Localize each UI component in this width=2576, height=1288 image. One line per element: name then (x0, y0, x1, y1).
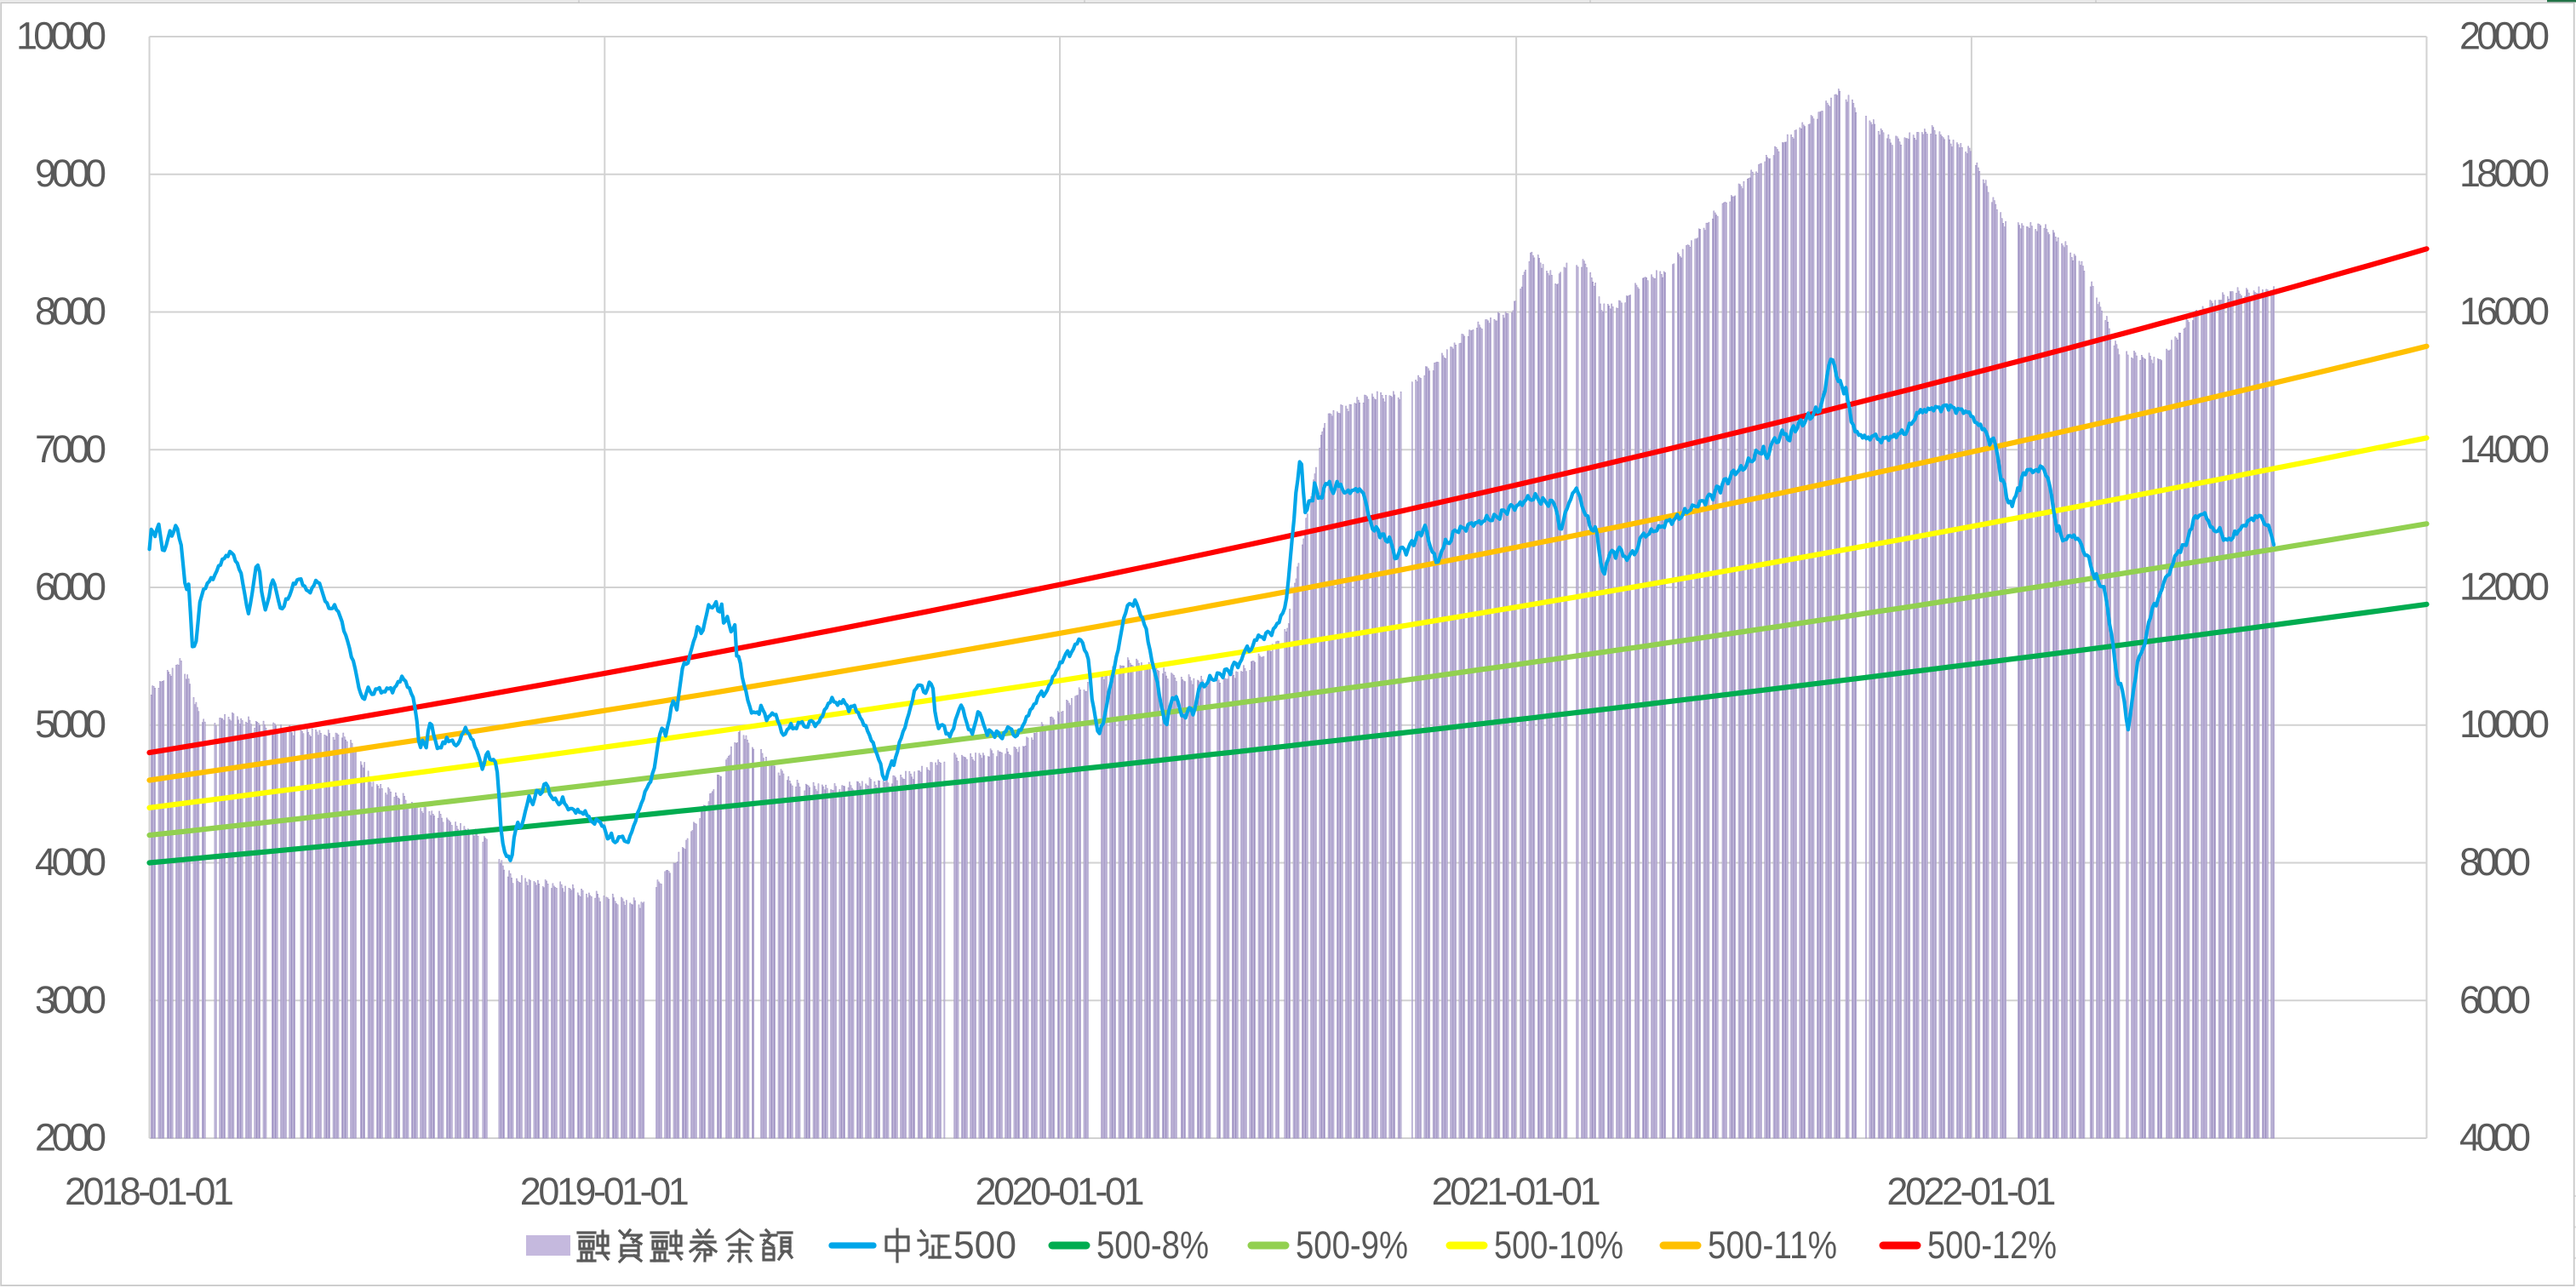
svg-text:2022-01-01: 2022-01-01 (1886, 1170, 2056, 1213)
svg-text:2000: 2000 (35, 1116, 106, 1159)
svg-text:10000: 10000 (16, 14, 106, 58)
svg-text:500-10%: 500-10% (1494, 1223, 1623, 1267)
svg-text:4000: 4000 (2459, 1116, 2531, 1159)
svg-text:9000: 9000 (35, 152, 106, 195)
svg-text:500-12%: 500-12% (1927, 1223, 2057, 1267)
svg-text:8000: 8000 (35, 289, 106, 333)
svg-text:2021-01-01: 2021-01-01 (1432, 1170, 1601, 1213)
svg-text:2020-01-01: 2020-01-01 (976, 1170, 1145, 1213)
svg-text:500-8%: 500-8% (1096, 1223, 1209, 1267)
svg-text:6000: 6000 (35, 565, 106, 609)
svg-text:18000: 18000 (2459, 152, 2550, 195)
svg-text:12000: 12000 (2459, 565, 2550, 609)
svg-text:8000: 8000 (2459, 840, 2531, 884)
svg-text:10000: 10000 (2459, 702, 2550, 746)
svg-text:7000: 7000 (35, 427, 106, 471)
svg-text:6000: 6000 (2459, 978, 2531, 1022)
svg-text:3000: 3000 (35, 978, 106, 1022)
svg-text:20000: 20000 (2459, 14, 2550, 58)
svg-text:16000: 16000 (2459, 289, 2550, 333)
svg-text:2019-01-01: 2019-01-01 (520, 1170, 690, 1213)
svg-text:4000: 4000 (35, 840, 106, 884)
svg-text:500: 500 (953, 1223, 1016, 1267)
svg-text:2018-01-01: 2018-01-01 (65, 1170, 234, 1213)
svg-text:5000: 5000 (35, 702, 106, 746)
svg-text:500-9%: 500-9% (1296, 1223, 1408, 1267)
svg-text:500-11%: 500-11% (1708, 1223, 1837, 1267)
svg-text:14000: 14000 (2459, 427, 2550, 471)
